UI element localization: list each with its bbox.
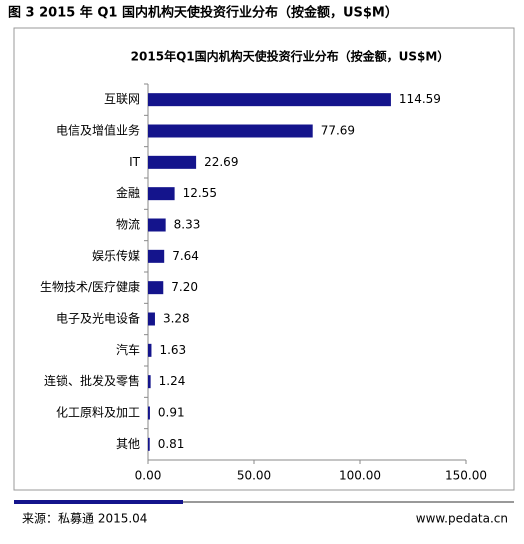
data-label: 77.69 <box>321 124 355 138</box>
bar <box>148 124 313 138</box>
footer-website: www.pedata.cn <box>416 512 508 526</box>
chart-frame <box>13 27 515 491</box>
bar <box>148 343 152 357</box>
y-tick-label: 金融 <box>116 185 140 200</box>
data-label: 7.20 <box>171 280 198 294</box>
data-label: 12.55 <box>183 186 217 200</box>
bar <box>148 437 150 451</box>
figure-caption: 图 3 2015 年 Q1 国内机构天使投资行业分布（按金额，US$M） <box>8 5 398 21</box>
data-label: 7.64 <box>172 249 199 263</box>
bar <box>148 375 151 389</box>
bar <box>148 218 166 232</box>
y-tick-label: 娱乐传媒 <box>92 248 140 263</box>
data-label: 8.33 <box>174 218 201 232</box>
y-tick-label: 电信及增值业务 <box>56 123 140 138</box>
x-tick-label: 150.00 <box>445 469 487 483</box>
y-tick-label: 生物技术/医疗健康 <box>40 279 140 294</box>
y-tick-label: 电子及光电设备 <box>56 312 140 326</box>
y-tick-label: IT <box>129 155 141 169</box>
data-label: 1.24 <box>159 374 186 388</box>
y-tick-label: 物流 <box>116 218 140 232</box>
y-tick-label: 汽车 <box>116 342 140 357</box>
data-label: 0.91 <box>158 406 185 420</box>
data-label: 114.59 <box>399 92 441 106</box>
y-tick-label: 化工原料及加工 <box>56 406 140 420</box>
footer-source: 来源：私募通 2015.04 <box>22 512 147 526</box>
x-tick-label: 0.00 <box>135 469 162 483</box>
bar <box>148 155 197 169</box>
x-tick-label: 50.00 <box>237 469 271 483</box>
data-label: 0.81 <box>158 437 185 451</box>
bar <box>148 312 155 326</box>
data-label: 3.28 <box>163 312 190 326</box>
y-tick-label: 其他 <box>116 437 140 451</box>
data-label: 1.63 <box>159 343 186 357</box>
bar <box>148 281 164 295</box>
bar <box>148 406 150 420</box>
y-tick-label: 互联网 <box>104 92 140 106</box>
data-label: 22.69 <box>204 155 238 169</box>
bar <box>148 93 391 107</box>
chart-title: 2015年Q1国内机构天使投资行业分布（按金额，US$M） <box>131 49 450 64</box>
bar <box>148 249 165 263</box>
bar <box>148 187 175 201</box>
x-tick-label: 100.00 <box>339 469 381 483</box>
y-tick-label: 连锁、批发及零售 <box>44 373 140 388</box>
